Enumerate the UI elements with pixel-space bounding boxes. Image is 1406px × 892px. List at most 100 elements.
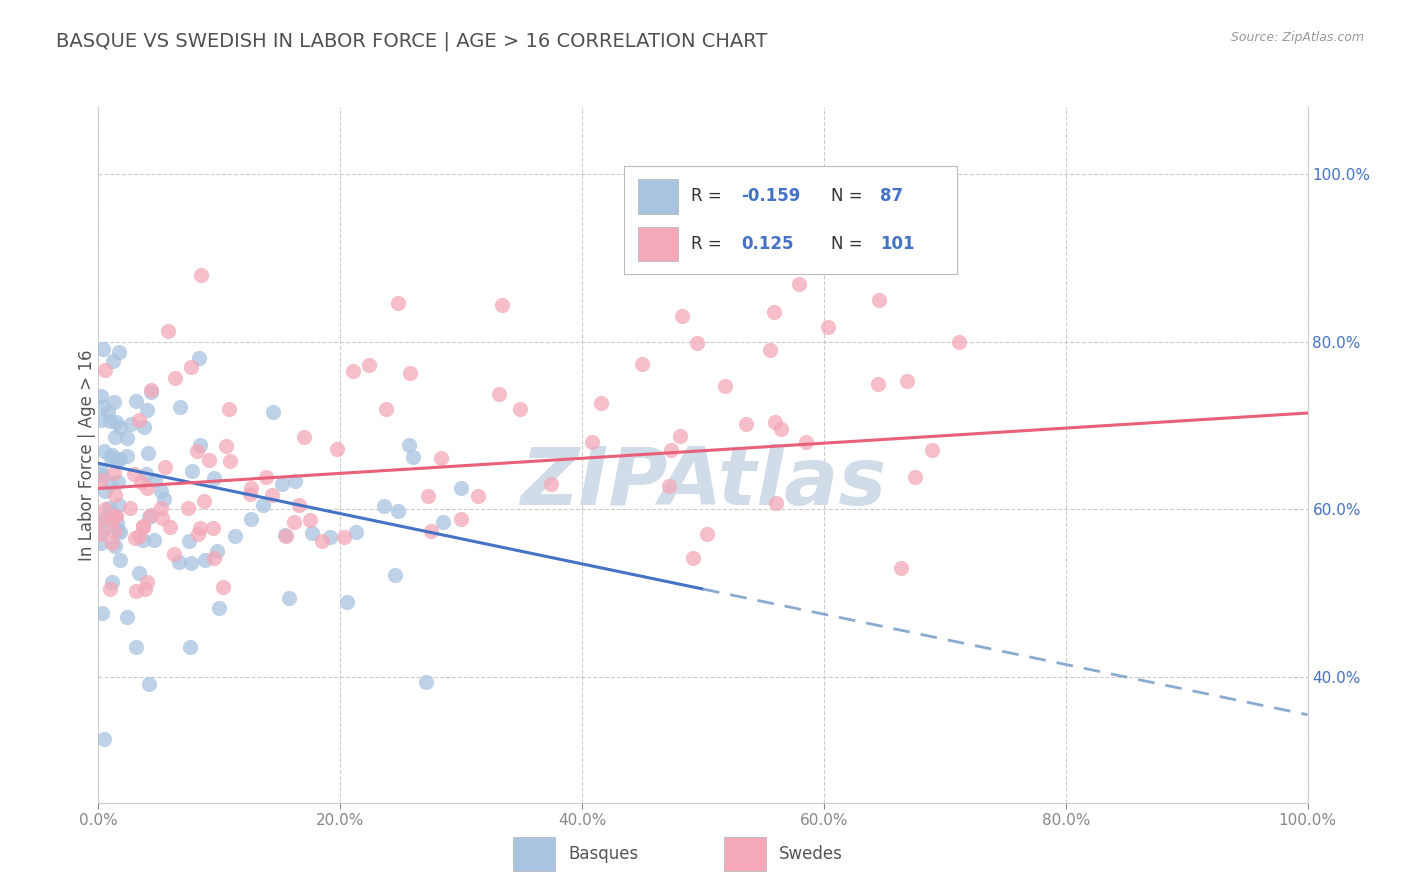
Point [143,473,166,487]
Point [104,540,127,554]
Point [292,430,315,444]
Point [921,443,943,458]
Point [344,524,367,539]
Point [904,470,927,484]
Point [271,477,294,491]
Point [101,448,124,462]
Point [450,512,472,526]
Point [125,583,148,598]
Point [373,499,395,513]
Point [105,415,128,429]
Point [93,443,115,458]
Point [763,304,786,318]
Point [98,501,121,516]
Point [212,580,235,594]
Point [115,449,138,463]
Point [91,399,114,413]
Point [120,501,142,516]
Point [167,555,190,569]
Point [669,428,692,442]
Point [262,405,284,419]
Point [124,532,146,546]
Point [254,469,277,483]
Point [100,507,122,521]
Point [179,640,201,655]
Point [193,494,215,508]
Point [128,566,150,580]
Point [98,450,121,465]
Text: ZIPAtlas: ZIPAtlas [520,443,886,522]
Point [103,466,125,480]
Point [239,487,262,501]
Point [142,533,165,548]
Point [104,508,127,523]
Point [101,574,124,589]
Point [540,476,562,491]
Point [139,385,162,400]
Point [252,498,274,512]
Point [420,524,443,538]
Point [311,534,333,549]
Bar [513,837,555,871]
Point [128,413,150,427]
Text: Basques: Basques [568,845,638,863]
Point [180,359,202,374]
Point [450,481,472,495]
Point [132,419,155,434]
Point [107,524,129,538]
Point [90,526,112,541]
Point [384,568,406,582]
Point [276,529,298,543]
Point [105,516,128,530]
Bar [724,837,766,871]
Point [150,511,173,525]
Point [100,476,122,491]
Point [101,513,124,527]
Point [104,508,127,523]
Point [205,544,228,558]
Point [120,417,142,432]
Point [868,376,890,391]
Point [298,513,321,527]
Point [132,519,155,533]
Point [93,732,115,747]
Point [387,296,409,310]
Point [104,430,127,444]
Point [98,582,121,596]
Point [125,394,148,409]
Point [208,600,231,615]
Point [115,431,138,445]
Point [416,489,439,503]
Point [215,439,238,453]
Point [284,474,307,488]
Point [138,509,160,524]
Point [890,561,912,575]
Point [90,468,112,483]
Point [110,420,132,434]
Point [134,582,156,596]
Point [90,464,112,478]
Point [132,533,155,548]
Point [136,403,159,417]
Point [101,536,124,550]
Point [153,491,176,506]
Point [97,404,120,418]
Point [90,514,112,528]
Point [735,417,758,432]
Point [138,677,160,691]
Point [187,351,209,365]
Text: BASQUE VS SWEDISH IN LABOR FORCE | AGE > 16 CORRELATION CHART: BASQUE VS SWEDISH IN LABOR FORCE | AGE >… [56,31,768,51]
Point [581,435,603,450]
Text: Source: ZipAtlas.com: Source: ZipAtlas.com [1230,31,1364,45]
Point [769,422,792,436]
Point [105,453,128,467]
Point [714,378,737,392]
Point [149,501,172,516]
Point [187,526,209,541]
Point [177,500,200,515]
Point [224,529,246,543]
Point [201,521,224,535]
Point [387,504,409,518]
Point [153,459,176,474]
Point [132,520,155,534]
